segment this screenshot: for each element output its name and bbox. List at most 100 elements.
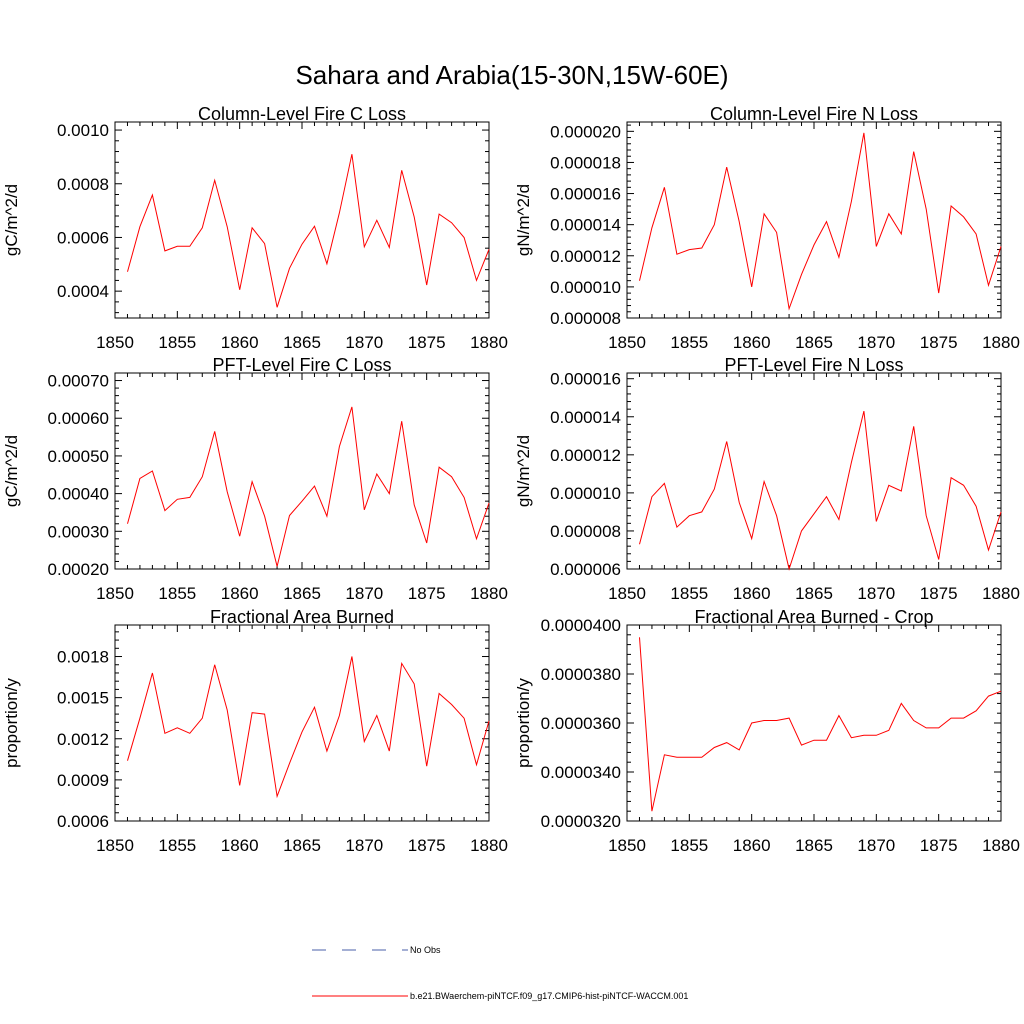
panel-column-fire-n-loss: Column-Level Fire N Loss 1850 1855 1860 1865… xyxy=(514,104,1020,352)
x-tick-label: 1865 xyxy=(795,333,833,352)
x-tick-label: 1855 xyxy=(670,836,708,855)
x-tick-label: 1870 xyxy=(857,333,895,352)
x-tick-label: 1855 xyxy=(670,584,708,603)
plot-frame xyxy=(114,121,490,319)
y-tick-label: 0.000006 xyxy=(550,560,621,579)
y-tick-label: 0.0000400 xyxy=(541,616,621,635)
x-tick-label: 1860 xyxy=(733,333,771,352)
x-tick-label: 1880 xyxy=(470,584,508,603)
series-line xyxy=(639,637,1002,812)
panel-fractional-area-burned: Fractional Area Burned 1850 1855 1860 1865 18… xyxy=(2,607,508,855)
x-tick-label: 1850 xyxy=(608,584,646,603)
y-tick-label: 0.000012 xyxy=(550,247,621,266)
x-tick-label: 1870 xyxy=(345,333,383,352)
x-tick-label: 1880 xyxy=(470,333,508,352)
y-tick-label: 0.00040 xyxy=(48,485,109,504)
legend-model-label: b.e21.BWaerchem-piNTCF.f09_g17.CMIP6-his… xyxy=(410,991,688,1001)
y-tick-label: 0.000010 xyxy=(550,278,621,297)
plot-frame xyxy=(626,372,1002,570)
figure-title: Sahara and Arabia(15-30N,15W-60E) xyxy=(295,60,728,90)
y-tick-label: 0.0004 xyxy=(57,282,109,301)
x-tick-label: 1850 xyxy=(96,333,134,352)
y-tick-label: 0.0018 xyxy=(57,648,109,667)
series-line xyxy=(127,154,490,308)
y-tick-label: 0.0006 xyxy=(57,812,109,831)
y-axis-label: gC/m^2/d xyxy=(2,435,21,507)
legend-obs-label: No Obs xyxy=(410,945,441,955)
x-tick-label: 1865 xyxy=(795,836,833,855)
y-tick-label: 0.00030 xyxy=(48,522,109,541)
x-tick-label: 1855 xyxy=(158,836,196,855)
x-tick-label: 1865 xyxy=(283,333,321,352)
x-tick-label: 1875 xyxy=(920,584,958,603)
y-tick-label: 0.000016 xyxy=(550,370,621,389)
y-tick-label: 0.000014 xyxy=(550,216,621,235)
y-tick-label: 0.000020 xyxy=(550,122,621,141)
y-tick-label: 0.0006 xyxy=(57,228,109,247)
y-tick-label: 0.0000320 xyxy=(541,812,621,831)
y-tick-label: 0.0000340 xyxy=(541,763,621,782)
x-tick-label: 1850 xyxy=(608,333,646,352)
panel-title: Column-Level Fire N Loss xyxy=(710,104,918,124)
series-line xyxy=(127,406,490,567)
panel-title: Column-Level Fire C Loss xyxy=(198,104,406,124)
y-tick-label: 0.00070 xyxy=(48,372,109,391)
y-tick-label: 0.0008 xyxy=(57,175,109,194)
y-tick-label: 0.0000360 xyxy=(541,714,621,733)
x-tick-label: 1865 xyxy=(795,584,833,603)
y-axis-label: gN/m^2/d xyxy=(514,184,533,256)
y-tick-label: 0.0012 xyxy=(57,730,109,749)
x-tick-label: 1880 xyxy=(982,836,1020,855)
x-tick-label: 1860 xyxy=(733,584,771,603)
plot-frame xyxy=(114,624,490,822)
legend: No Obs b.e21.BWaerchem-piNTCF.f09_g17.CM… xyxy=(312,945,688,1001)
y-axis-label: gN/m^2/d xyxy=(514,435,533,507)
y-axis-label: proportion/y xyxy=(2,678,21,768)
x-tick-label: 1865 xyxy=(283,584,321,603)
y-tick-label: 0.000014 xyxy=(550,408,621,427)
x-tick-label: 1855 xyxy=(670,333,708,352)
x-tick-label: 1850 xyxy=(608,836,646,855)
plot-frame xyxy=(114,372,490,570)
x-tick-label: 1870 xyxy=(857,836,895,855)
y-tick-label: 0.00060 xyxy=(48,409,109,428)
x-tick-label: 1875 xyxy=(920,333,958,352)
y-tick-label: 0.000012 xyxy=(550,446,621,465)
y-tick-label: 0.000008 xyxy=(550,309,621,328)
y-axis-label: proportion/y xyxy=(514,678,533,768)
y-tick-label: 0.000018 xyxy=(550,153,621,172)
panel-title: Fractional Area Burned - Crop xyxy=(694,607,933,627)
series-line xyxy=(639,410,1002,571)
y-tick-label: 0.00020 xyxy=(48,560,109,579)
y-tick-label: 0.000008 xyxy=(550,522,621,541)
panel-column-fire-c-loss: Column-Level Fire C Loss 1850 1855 1860 1865… xyxy=(2,104,508,352)
panel-pft-fire-n-loss: PFT-Level Fire N Loss 1850 1855 1860 1865 187… xyxy=(514,355,1020,603)
panel-title: PFT-Level Fire C Loss xyxy=(212,355,391,375)
y-tick-label: 0.0010 xyxy=(57,121,109,140)
plot-frame xyxy=(626,121,1002,319)
panel-title: Fractional Area Burned xyxy=(210,607,394,627)
x-tick-label: 1850 xyxy=(96,836,134,855)
series-line xyxy=(639,132,1002,311)
x-tick-label: 1850 xyxy=(96,584,134,603)
y-tick-label: 0.0000380 xyxy=(541,665,621,684)
y-axis-label: gC/m^2/d xyxy=(2,184,21,256)
x-tick-label: 1860 xyxy=(221,333,259,352)
x-tick-label: 1855 xyxy=(158,584,196,603)
x-tick-label: 1875 xyxy=(408,333,446,352)
x-tick-label: 1860 xyxy=(221,836,259,855)
y-tick-label: 0.0015 xyxy=(57,689,109,708)
panel-pft-fire-c-loss: PFT-Level Fire C Loss 1850 1855 1860 1865 187… xyxy=(2,355,508,603)
x-tick-label: 1855 xyxy=(158,333,196,352)
x-tick-label: 1880 xyxy=(982,333,1020,352)
x-tick-label: 1880 xyxy=(982,584,1020,603)
x-tick-label: 1860 xyxy=(733,836,771,855)
x-tick-label: 1870 xyxy=(345,836,383,855)
y-tick-label: 0.0009 xyxy=(57,771,109,790)
x-tick-label: 1860 xyxy=(221,584,259,603)
x-tick-label: 1870 xyxy=(345,584,383,603)
x-tick-label: 1875 xyxy=(408,584,446,603)
y-tick-label: 0.00050 xyxy=(48,447,109,466)
x-tick-label: 1880 xyxy=(470,836,508,855)
